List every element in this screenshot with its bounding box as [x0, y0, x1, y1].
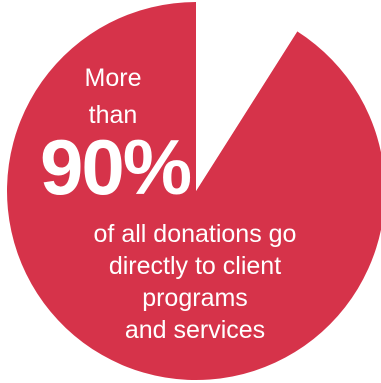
caption-line: and services: [124, 316, 266, 344]
callout-prefix-line-1: More: [84, 64, 142, 92]
caption-line: directly to client: [108, 252, 282, 280]
pie-slice-gap: [196, 2, 298, 191]
pie-slice-main: [7, 2, 381, 380]
caption-line: of all donations go: [93, 220, 297, 248]
callout-prefix-line-2: than: [88, 101, 138, 129]
callout-caption: of all donations go directly to client p…: [60, 218, 330, 346]
caption-line: programs: [142, 284, 248, 312]
callout-value: 90%: [39, 123, 192, 211]
